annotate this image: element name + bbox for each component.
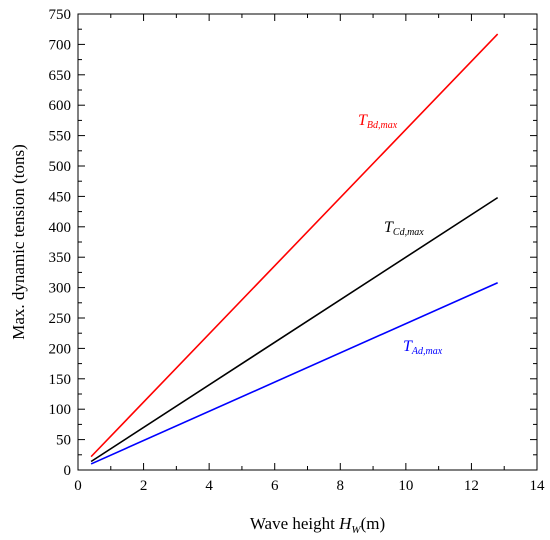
- y-tick-label: 100: [49, 402, 72, 418]
- y-axis-title: Max. dynamic tension (tons): [9, 144, 28, 339]
- series-line-ad: [90, 282, 498, 465]
- x-tick-label: 8: [337, 478, 345, 494]
- y-tick-label: 600: [49, 98, 72, 114]
- y-tick-label: 650: [49, 68, 72, 84]
- x-tick-label: 4: [205, 478, 213, 494]
- series-group: [90, 33, 499, 465]
- plot-frame: [77, 13, 538, 471]
- x-tick-label: 12: [464, 478, 479, 494]
- y-tick-label: 300: [49, 281, 72, 297]
- series-label-bd: TBd,max: [358, 112, 398, 131]
- x-axis-title-sub: W: [351, 524, 361, 536]
- y-tick-label: 250: [49, 311, 72, 327]
- x-axis-title-var: H: [338, 514, 353, 533]
- series-label-group: TBd,max TCd,max TAd,max: [358, 112, 443, 357]
- y-tick-label: 200: [49, 341, 72, 357]
- series-line-cd: [90, 196, 499, 463]
- x-tick-label: 10: [398, 478, 413, 494]
- y-tick-label: 500: [49, 159, 72, 175]
- y-tick-label: 750: [49, 7, 72, 23]
- x-axis-title: Wave height HW(m): [250, 514, 385, 536]
- x-axis-title-text: Wave height: [250, 514, 339, 533]
- y-tick-label: 50: [56, 433, 71, 449]
- x-tick-label: 2: [140, 478, 148, 494]
- y-tick-label: 700: [49, 37, 72, 53]
- y-tick-label: 150: [49, 372, 72, 388]
- x-axis-title-unit: (m): [361, 514, 386, 533]
- tick-group: 0 2 4 6 8 10 12 14 0 50 100 150 200 250 300 350 400 450 50…: [49, 7, 546, 494]
- x-tick-label: 6: [271, 478, 279, 494]
- series-line-bd: [90, 33, 499, 458]
- series-label-cd: TCd,max: [384, 219, 424, 238]
- y-tick-label: 0: [64, 463, 72, 479]
- series-label-ad: TAd,max: [403, 338, 443, 357]
- y-tick-label: 450: [49, 189, 72, 205]
- x-tick-label: 14: [530, 478, 546, 494]
- y-tick-label: 350: [49, 250, 72, 266]
- y-tick-label: 550: [49, 129, 72, 145]
- y-tick-label: 400: [49, 220, 72, 236]
- x-tick-label: 0: [74, 478, 82, 494]
